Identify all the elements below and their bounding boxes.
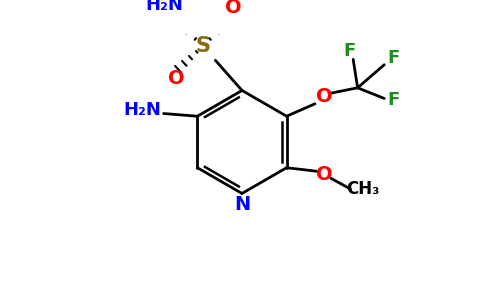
Text: S: S [196,36,211,56]
Text: N: N [234,196,250,214]
Text: F: F [387,91,399,109]
Text: CH₃: CH₃ [346,180,379,198]
Text: O: O [316,87,332,106]
Text: H₂N: H₂N [145,0,183,14]
Text: H₂N: H₂N [123,101,161,119]
Text: O: O [225,0,242,17]
Text: F: F [344,41,356,59]
Text: O: O [316,165,332,184]
Text: O: O [168,69,184,88]
Text: F: F [387,49,399,67]
